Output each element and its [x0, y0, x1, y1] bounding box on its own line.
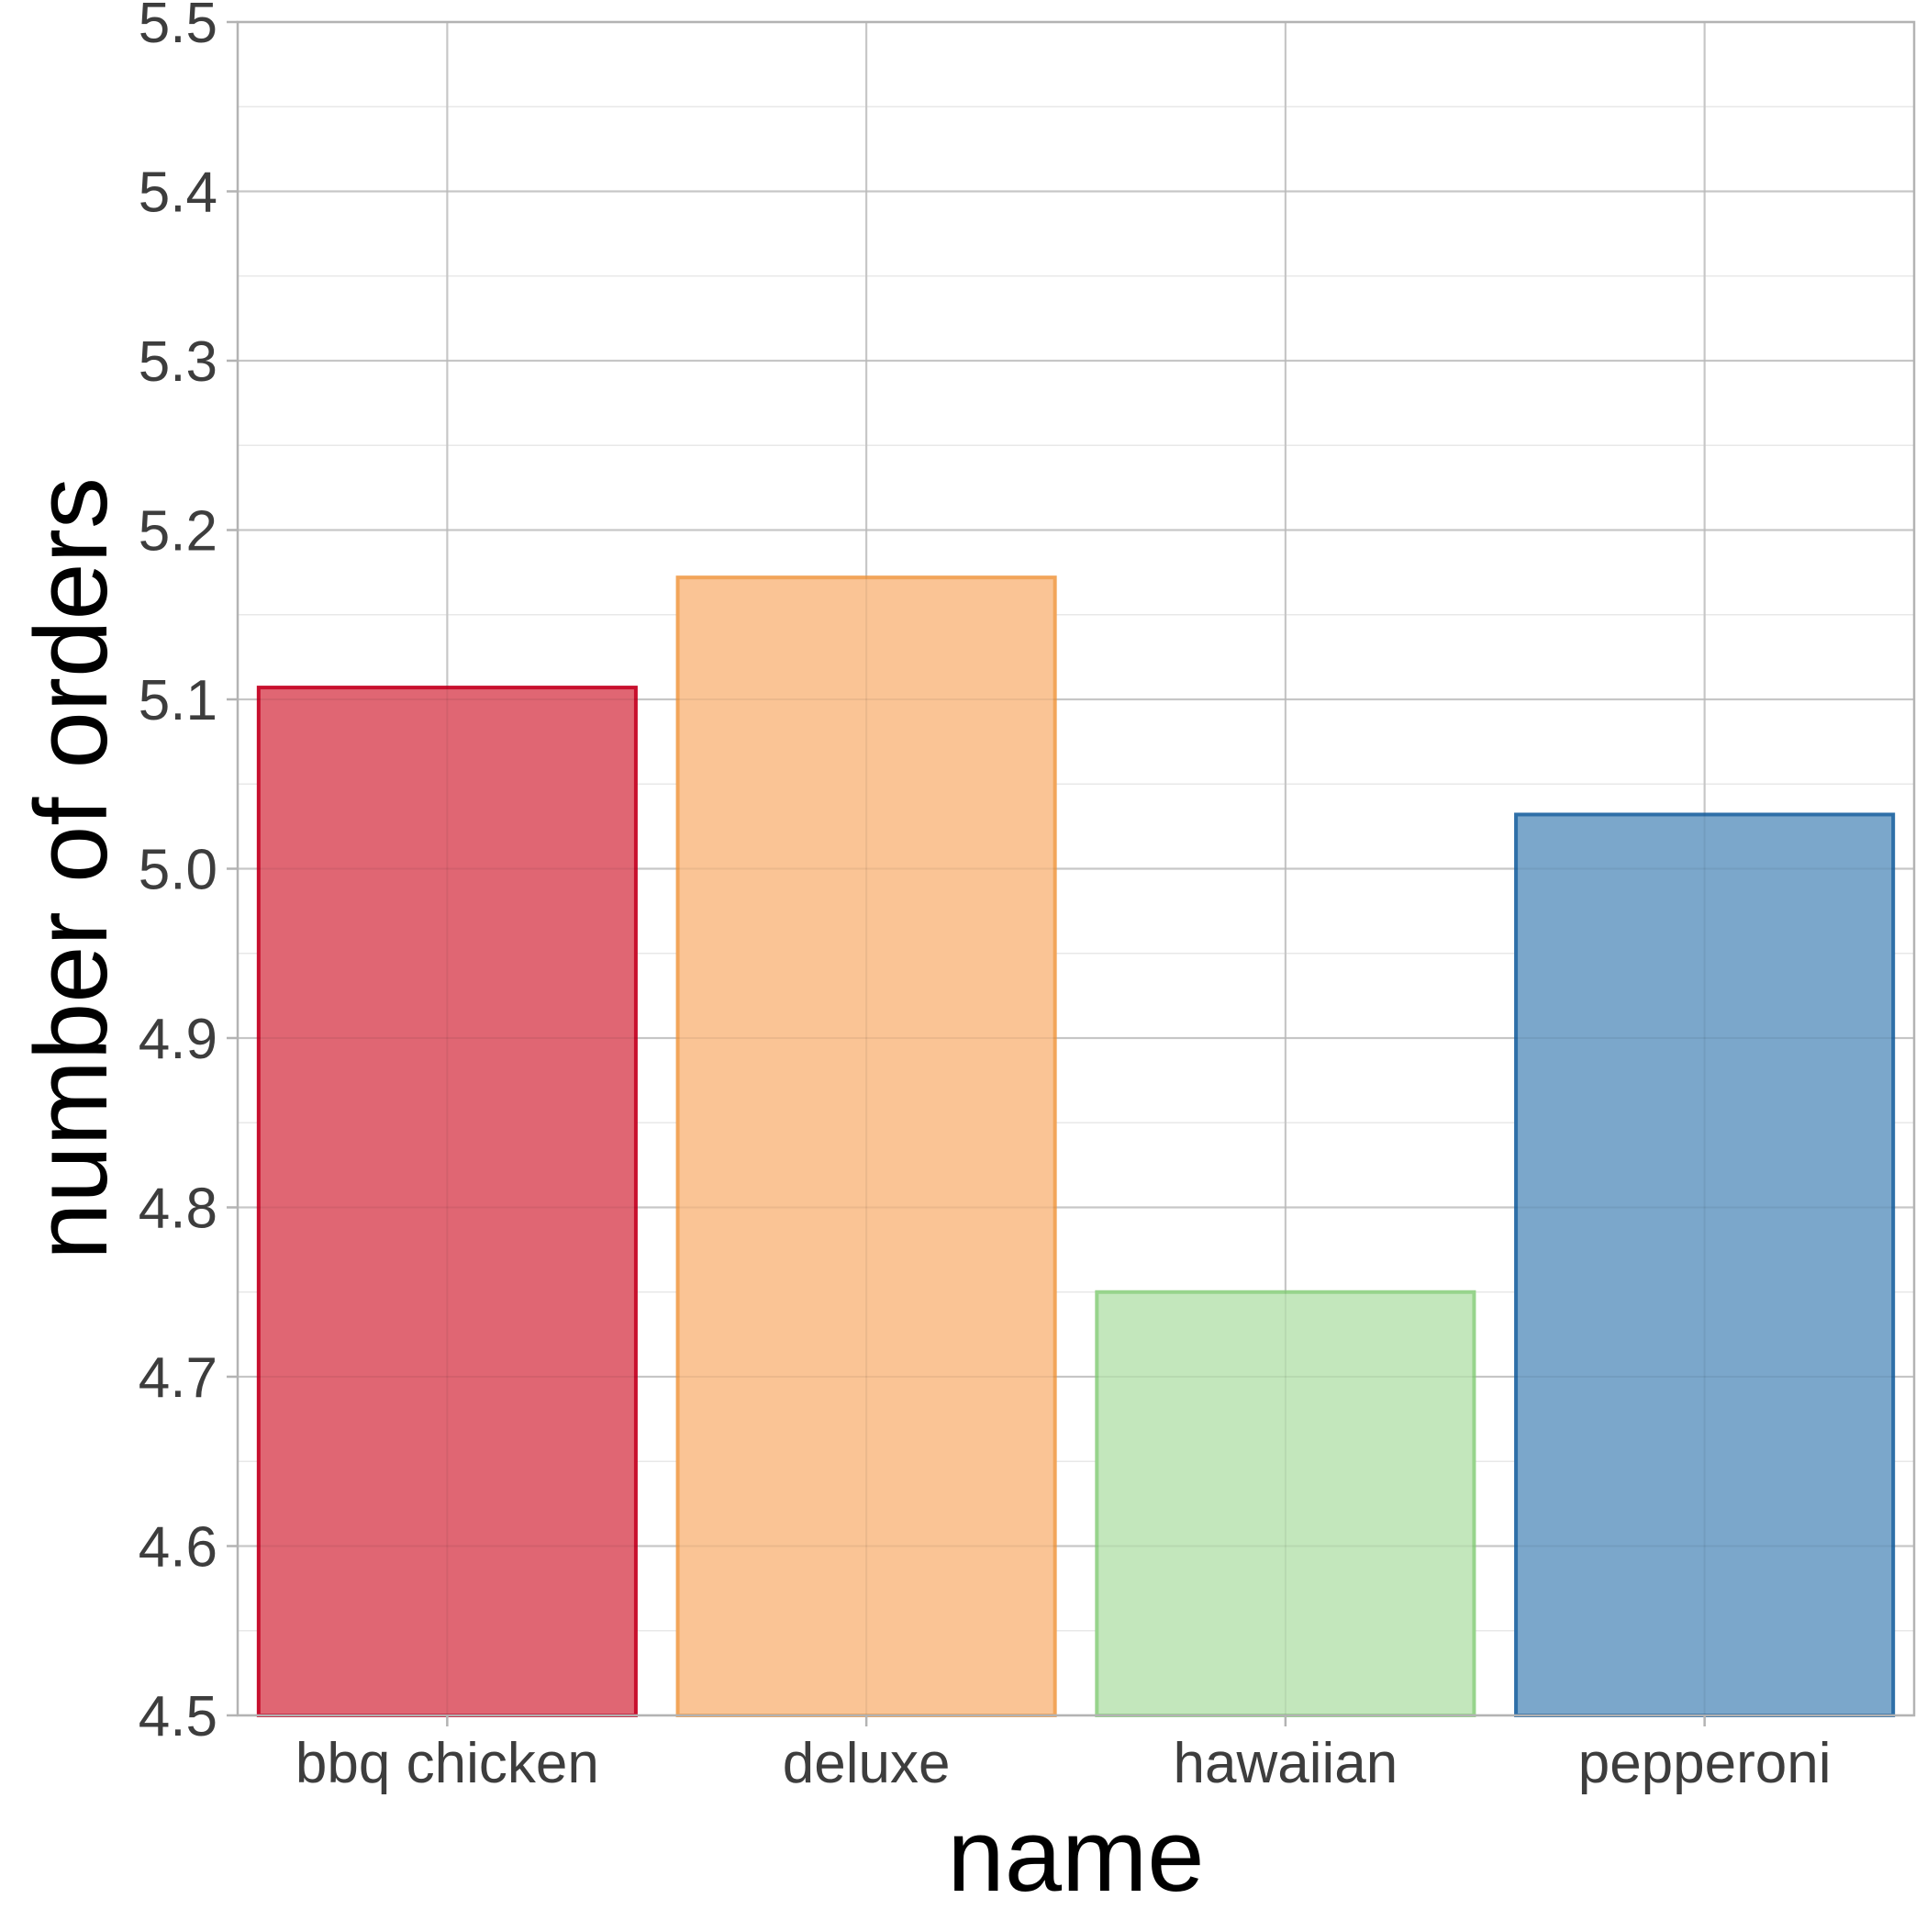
bar-deluxe [675, 575, 1057, 1717]
y-tick-label: 5.5 [139, 0, 217, 55]
y-tick-label: 4.9 [139, 1008, 217, 1071]
bars-group [238, 21, 1914, 1718]
x-tick-label: hawaiian [1174, 1732, 1398, 1795]
y-tick-label: 4.7 [139, 1346, 217, 1410]
bar-hawaiian [1095, 1290, 1476, 1717]
y-tick-label: 5.2 [139, 500, 217, 564]
y-tick-label: 5.4 [139, 162, 217, 225]
y-axis: 4.5 4.6 4.7 4.8 4.9 5.0 5.1 5.2 5.3 5.4 5.5 [139, 0, 238, 1748]
y-tick-label: 4.6 [139, 1516, 217, 1580]
y-tick-label: 5.3 [139, 330, 217, 394]
y-axis-title: number of orders [14, 477, 128, 1260]
bar-pepperoni [1514, 812, 1896, 1717]
x-axis-title: name [947, 1798, 1204, 1913]
y-tick-label: 5.1 [139, 669, 217, 732]
x-tick-label: pepperoni [1578, 1732, 1832, 1795]
y-tick-label: 4.8 [139, 1178, 217, 1241]
y-tick-label: 5.0 [139, 839, 217, 902]
x-tick-label: deluxe [783, 1732, 951, 1795]
bar-bbq-chicken [256, 686, 638, 1718]
x-axis: bbq chicken deluxe hawaiian pepperoni [295, 1715, 1832, 1795]
x-tick-label: bbq chicken [295, 1732, 599, 1795]
y-tick-label: 4.5 [139, 1685, 217, 1748]
